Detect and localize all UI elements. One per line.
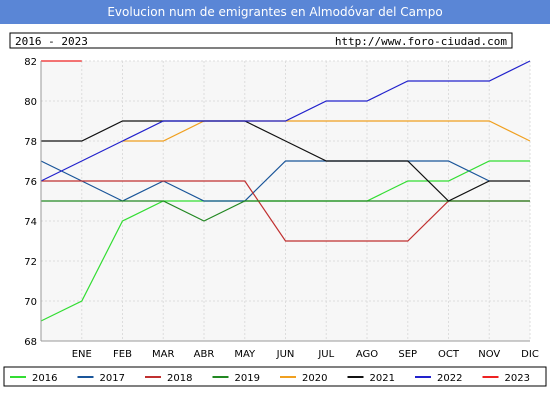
legend-label-2023: 2023 [505, 373, 530, 384]
legend-label-2020: 2020 [302, 373, 327, 384]
x-tick-label: ENE [72, 349, 92, 360]
y-tick-label: 82 [24, 57, 37, 68]
legend-box [3, 366, 547, 387]
series-line-2022 [40, 60, 531, 182]
legend-label-2017: 2017 [100, 373, 125, 384]
series-line-2021 [41, 120, 530, 202]
x-tick-label: MAY [234, 349, 256, 360]
legend-label-2021: 2021 [370, 373, 395, 384]
info-bar: 2016 - 2023 http://www.foro-ciudad.com [9, 32, 513, 49]
x-tick-label: OCT [438, 349, 460, 360]
x-tick-label: NOV [478, 349, 500, 360]
y-tick-label: 74 [24, 217, 37, 228]
y-tick-label: 76 [24, 177, 37, 188]
source-url[interactable]: http://www.foro-ciudad.com [335, 35, 508, 48]
legend-label-2022: 2022 [437, 373, 462, 384]
series-line-2017 [40, 160, 490, 202]
x-tick-label: SEP [398, 349, 417, 360]
y-tick-label: 72 [24, 257, 37, 268]
chart-title: Evolucion num de emigrantes en Almodóvar… [107, 5, 442, 19]
x-tick-label: JUL [317, 349, 334, 360]
y-tick-label: 78 [24, 137, 37, 148]
info-bar-box [9, 32, 513, 49]
axis-layer: 68 70 72 74 76 78 80 82 ENE FEB MAR ABR MAY JUN JUL AGO… [24, 57, 539, 360]
x-tick-label: FEB [113, 349, 132, 360]
x-tick-label: AGO [356, 349, 378, 360]
x-tick-label: DIC [521, 349, 539, 360]
period-label: 2016 - 2023 [15, 35, 88, 48]
legend-label-2016: 2016 [32, 373, 57, 384]
legend-label-2019: 2019 [235, 373, 260, 384]
title-bar-bg [0, 0, 550, 24]
y-tick-label: 68 [24, 337, 37, 348]
x-tick-label: JUN [276, 349, 295, 360]
x-tick-label: MAR [152, 349, 174, 360]
legend-label-2018: 2018 [167, 373, 192, 384]
x-tick-label: ABR [194, 349, 215, 360]
series-line-2020 [122, 120, 531, 142]
series-layer [40, 60, 531, 322]
y-tick-label: 70 [24, 297, 37, 308]
y-tick-label: 80 [24, 97, 37, 108]
title-bar: Evolucion num de emigrantes en Almodóvar… [0, 0, 550, 24]
legend: 2016 2017 2018 2019 2020 2021 2022 2023 [3, 366, 547, 387]
